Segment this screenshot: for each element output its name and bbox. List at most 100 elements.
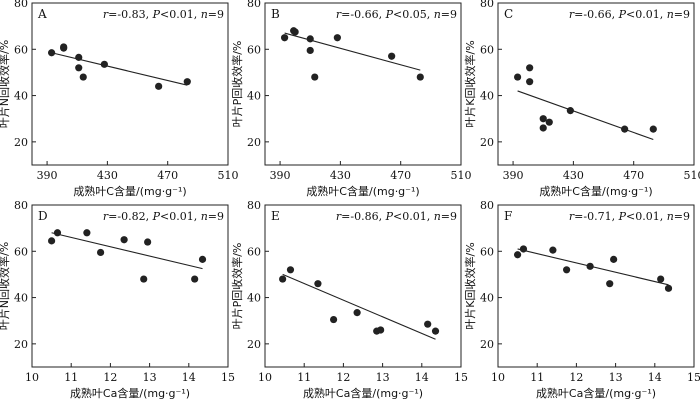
data-point xyxy=(75,64,83,72)
x-tick-label: 510 xyxy=(684,169,700,182)
x-tick-label: 430 xyxy=(97,169,118,182)
data-point xyxy=(155,82,163,90)
data-point xyxy=(120,236,128,244)
y-axis-title: 叶片N回收效率/% xyxy=(0,242,11,330)
panel-letter: A xyxy=(37,7,47,21)
x-tick-label: 14 xyxy=(182,371,196,384)
y-tick-label: 20 xyxy=(480,136,494,149)
x-tick-label: 470 xyxy=(390,169,411,182)
data-point xyxy=(563,266,571,274)
regression-line xyxy=(517,90,654,141)
y-tick-label: 60 xyxy=(14,245,28,258)
data-point xyxy=(431,327,440,335)
data-point xyxy=(314,280,322,288)
data-point xyxy=(621,125,629,133)
data-point xyxy=(519,245,528,253)
plot-frame xyxy=(497,204,695,368)
data-point xyxy=(191,275,199,283)
data-point xyxy=(514,73,522,81)
data-point xyxy=(291,28,299,36)
panel-b: 390 430 470 510 20 40 60 80 B r=-0.66, P<0.05, n=… xyxy=(230,0,472,198)
stats-annotation: r=-0.66, P<0.01, n=9 xyxy=(569,8,690,21)
data-point xyxy=(539,115,547,123)
data-point xyxy=(545,118,553,126)
data-point xyxy=(416,73,424,81)
x-tick-label: 510 xyxy=(451,169,472,182)
y-tick-label: 40 xyxy=(247,90,261,103)
data-point xyxy=(144,238,152,246)
data-point xyxy=(606,280,614,288)
x-tick-label: 430 xyxy=(330,169,351,182)
x-tick-label: 390 xyxy=(37,169,58,182)
data-point xyxy=(549,246,557,254)
y-tick-label: 40 xyxy=(480,90,494,103)
y-tick-label: 40 xyxy=(480,292,494,305)
data-point xyxy=(664,284,673,292)
panel-letter: D xyxy=(38,209,48,223)
y-axis-title: 叶片K回收效率/% xyxy=(463,40,477,127)
y-tick-label: 60 xyxy=(247,245,261,258)
plot-frame xyxy=(264,2,462,166)
y-tick-label: 20 xyxy=(14,338,28,351)
x-tick-label: 12 xyxy=(103,371,117,384)
data-point xyxy=(424,320,432,328)
data-point xyxy=(140,275,148,283)
y-tick-label: 60 xyxy=(480,245,494,258)
data-point xyxy=(306,35,314,43)
x-tick-label: 470 xyxy=(623,169,644,182)
data-point xyxy=(353,309,361,317)
x-tick-label: 15 xyxy=(221,371,235,384)
panel-letter: C xyxy=(504,7,513,21)
data-point xyxy=(539,124,547,132)
x-tick-label: 10 xyxy=(25,371,39,384)
x-tick-label: 10 xyxy=(491,371,505,384)
y-tick-label: 20 xyxy=(14,136,28,149)
data-point xyxy=(75,53,83,61)
regression-line xyxy=(51,232,203,270)
data-point xyxy=(514,251,522,259)
stats-annotation: r=-0.86, P<0.01, n=9 xyxy=(336,210,457,223)
data-point xyxy=(48,237,56,245)
plot-frame xyxy=(497,2,695,166)
y-axis-title: 叶片P回收效率/% xyxy=(230,243,244,330)
panel-letter: F xyxy=(504,209,512,223)
y-tick-label: 40 xyxy=(14,292,28,305)
regression-line xyxy=(282,273,436,340)
x-tick-label: 13 xyxy=(609,371,623,384)
panel-letter: B xyxy=(271,7,280,21)
data-point xyxy=(53,229,62,237)
y-tick-label: 80 xyxy=(14,0,28,10)
data-point xyxy=(83,229,91,237)
panel-letter: E xyxy=(271,209,280,223)
x-axis-title: 成熟叶C含量/(mg·g⁻¹) xyxy=(306,184,419,198)
data-point xyxy=(388,52,396,60)
x-tick-label: 14 xyxy=(648,371,662,384)
panel-e: 10 11 12 13 14 15 20 40 60 80 E r=-0.86, P<0.01, n=… xyxy=(230,199,468,400)
x-tick-label: 12 xyxy=(569,371,583,384)
stats-annotation: r=-0.83, P<0.01, n=9 xyxy=(103,8,224,21)
data-point xyxy=(586,262,594,270)
y-tick-label: 20 xyxy=(247,136,261,149)
plot-frame xyxy=(264,204,462,368)
data-point xyxy=(183,78,191,86)
y-axis-title: 叶片N回收效率/% xyxy=(0,40,11,128)
data-point xyxy=(610,255,618,263)
regression-line xyxy=(284,32,421,71)
y-tick-label: 20 xyxy=(247,338,261,351)
data-point xyxy=(333,34,341,42)
y-tick-label: 40 xyxy=(247,292,261,305)
x-axis-title: 成熟叶Ca含量/(mg·g⁻¹) xyxy=(536,386,656,400)
data-point xyxy=(286,266,295,274)
x-tick-label: 11 xyxy=(64,371,78,384)
x-tick-label: 14 xyxy=(415,371,429,384)
y-tick-label: 40 xyxy=(14,90,28,103)
y-tick-label: 60 xyxy=(480,43,494,56)
x-tick-label: 430 xyxy=(563,169,584,182)
x-tick-label: 11 xyxy=(530,371,544,384)
x-tick-label: 15 xyxy=(454,371,468,384)
data-point xyxy=(657,275,665,283)
y-axis-title: 叶片K回收效率/% xyxy=(463,242,477,329)
stats-annotation: r=-0.71, P<0.01, n=9 xyxy=(569,210,690,223)
panel-f: 10 11 12 13 14 15 20 40 60 80 F r=-0.71, P<0.01, n=… xyxy=(463,199,700,400)
